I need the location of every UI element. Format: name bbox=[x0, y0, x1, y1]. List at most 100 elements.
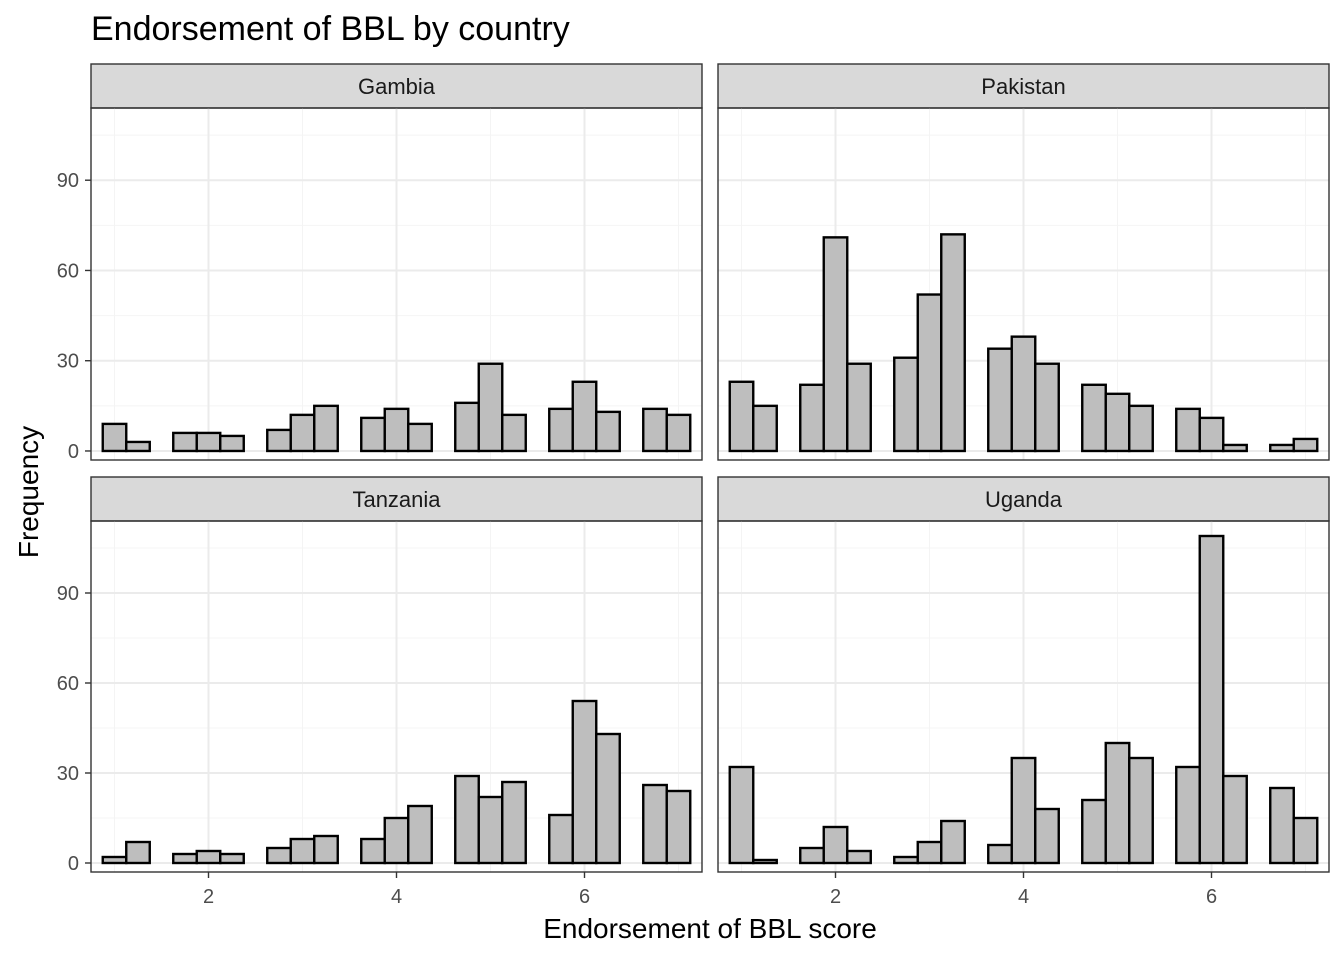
histogram-bar bbox=[916, 840, 943, 865]
panel-border-pakistan bbox=[717, 107, 1330, 461]
histogram-bar bbox=[1104, 392, 1131, 453]
histogram-bar bbox=[172, 852, 198, 865]
histogram-bar bbox=[846, 362, 872, 453]
histogram-bar bbox=[1222, 774, 1248, 865]
y-tick-label: 0 bbox=[68, 853, 79, 875]
histogram-bar bbox=[1034, 362, 1060, 453]
y-tick-label: 0 bbox=[68, 441, 79, 463]
histogram-bar bbox=[289, 837, 316, 865]
histogram-bar bbox=[360, 416, 386, 453]
histogram-bar bbox=[548, 407, 574, 453]
histogram-bar bbox=[219, 434, 245, 453]
histogram-bar bbox=[1128, 404, 1154, 453]
histogram-bar bbox=[501, 780, 527, 865]
x-axis-title: Endorsement of BBL score bbox=[543, 913, 877, 944]
histogram-bar bbox=[595, 732, 621, 865]
histogram-bar bbox=[1269, 443, 1295, 453]
histogram-bar bbox=[454, 401, 480, 453]
histogram-bar bbox=[1010, 756, 1037, 865]
histogram-bar bbox=[1010, 335, 1037, 453]
histogram-bar bbox=[360, 837, 386, 865]
histogram-bar bbox=[799, 383, 825, 453]
histogram-bar bbox=[501, 413, 527, 453]
histogram-bar bbox=[893, 356, 919, 453]
histogram-bar bbox=[266, 428, 292, 453]
panel-uganda: Uganda 2 4 6 bbox=[717, 476, 1330, 908]
y-tick-label: 90 bbox=[57, 170, 79, 192]
histogram-bar bbox=[1081, 383, 1107, 453]
x-tick-label: 2 bbox=[830, 886, 841, 908]
histogram-bar bbox=[454, 774, 480, 865]
histogram-bar bbox=[1292, 816, 1319, 865]
y-tick-label: 60 bbox=[57, 260, 79, 282]
histogram-bar bbox=[1222, 443, 1248, 453]
histogram-bar bbox=[642, 407, 668, 453]
strip-label-pakistan: Pakistan bbox=[981, 74, 1065, 99]
strip-label-tanzania: Tanzania bbox=[352, 487, 441, 512]
histogram-bar bbox=[383, 407, 410, 453]
histogram-bar bbox=[1034, 807, 1060, 865]
histogram-bar bbox=[916, 293, 943, 453]
x-tick-label: 6 bbox=[579, 886, 590, 908]
histogram-bar bbox=[987, 843, 1013, 865]
x-tick-label: 2 bbox=[203, 886, 214, 908]
y-axis-title: Frequency bbox=[13, 426, 44, 558]
y-tick-label: 30 bbox=[57, 351, 79, 373]
histogram-bar bbox=[548, 813, 574, 865]
strip-gambia bbox=[90, 63, 703, 109]
histogram-bar bbox=[407, 804, 433, 865]
histogram-bar bbox=[383, 816, 410, 865]
histogram-bar bbox=[1104, 741, 1131, 865]
histogram-bar bbox=[1292, 437, 1319, 453]
histogram-bar bbox=[665, 413, 692, 453]
histogram-bar bbox=[752, 404, 778, 453]
histogram-bar bbox=[172, 431, 198, 453]
histogram-bar bbox=[846, 849, 872, 865]
histogram-bar bbox=[219, 852, 245, 865]
histogram-bar bbox=[1198, 534, 1225, 865]
histogram-bar bbox=[125, 840, 151, 865]
strip-uganda bbox=[717, 476, 1330, 522]
histogram-bar bbox=[101, 422, 128, 453]
histogram-bar bbox=[1128, 756, 1154, 865]
histogram-bar bbox=[1175, 765, 1201, 865]
y-tick-label: 90 bbox=[57, 583, 79, 605]
histogram-bar bbox=[940, 233, 966, 453]
panel-gambia: Gambia 0 30 60 90 bbox=[57, 63, 703, 463]
histogram-bar bbox=[477, 362, 504, 453]
histogram-bar bbox=[595, 410, 621, 453]
x-tick-label: 4 bbox=[391, 886, 402, 908]
strip-tanzania bbox=[90, 476, 703, 522]
histogram-bar bbox=[313, 834, 339, 865]
chart-title: Endorsement of BBL by country bbox=[91, 10, 570, 48]
strip-label-gambia: Gambia bbox=[358, 74, 436, 99]
histogram-bar bbox=[728, 380, 755, 453]
histogram-bar bbox=[665, 789, 692, 865]
strip-label-uganda: Uganda bbox=[985, 487, 1063, 512]
histogram-bar bbox=[893, 855, 919, 865]
histogram-bar bbox=[822, 236, 849, 453]
histogram-bar bbox=[642, 783, 668, 865]
histogram-bar bbox=[1175, 407, 1201, 453]
histogram-bar bbox=[101, 855, 128, 865]
panel-tanzania: Tanzania 0 30 60 90 2 4 6 bbox=[57, 476, 703, 908]
histogram-bar bbox=[1269, 786, 1295, 865]
histogram-bar bbox=[313, 404, 339, 453]
histogram-bar bbox=[195, 431, 222, 453]
panel-pakistan: Pakistan bbox=[717, 63, 1330, 461]
histogram-bar bbox=[1198, 416, 1225, 453]
y-tick-label: 60 bbox=[57, 673, 79, 695]
histogram-bar bbox=[195, 849, 222, 865]
histogram-bar bbox=[477, 795, 504, 865]
x-tick-label: 6 bbox=[1206, 886, 1217, 908]
x-tick-label: 4 bbox=[1018, 886, 1029, 908]
histogram-bar bbox=[266, 846, 292, 865]
histogram-bar bbox=[289, 413, 316, 453]
panel-border-gambia bbox=[90, 107, 703, 461]
histogram-bar bbox=[752, 858, 778, 865]
y-tick-label: 30 bbox=[57, 763, 79, 785]
histogram-bar bbox=[799, 846, 825, 865]
histogram-bar bbox=[407, 422, 433, 453]
